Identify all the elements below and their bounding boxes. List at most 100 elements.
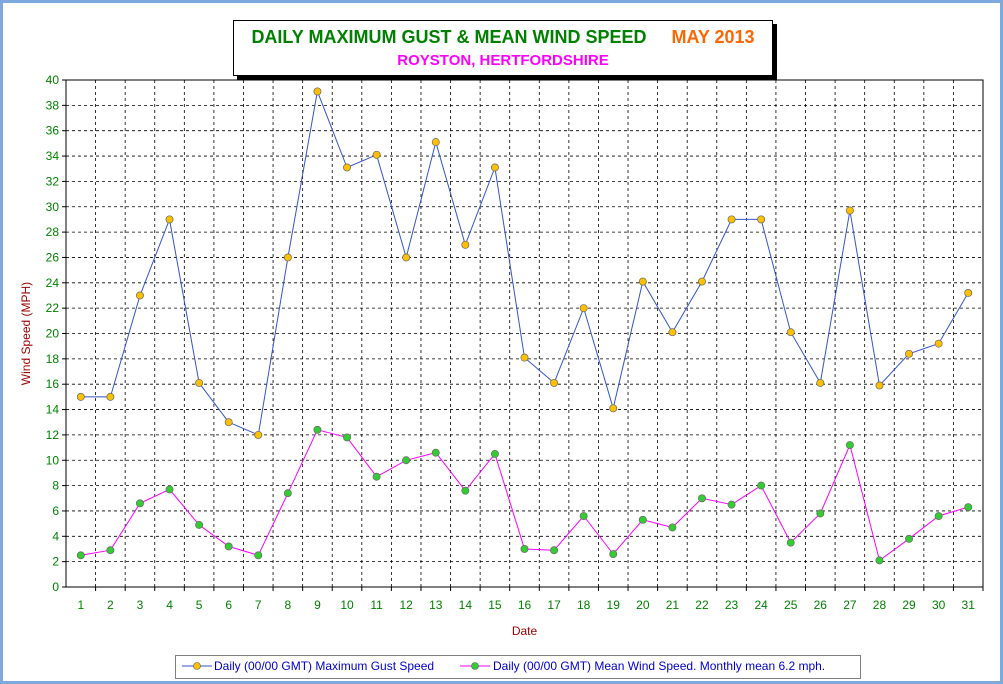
chart-title-line: DAILY MAXIMUM GUST & MEAN WIND SPEED MAY… bbox=[234, 27, 772, 48]
y-tick-label: 6 bbox=[52, 504, 59, 518]
gust-data-point bbox=[727, 215, 736, 224]
y-tick-label: 24 bbox=[46, 276, 60, 290]
gust-data-point bbox=[875, 381, 884, 390]
y-tick-label: 30 bbox=[46, 200, 60, 214]
mean-data-point bbox=[698, 494, 706, 503]
x-tick-label: 31 bbox=[962, 598, 976, 612]
x-tick-label: 5 bbox=[196, 598, 203, 612]
gust-data-point bbox=[816, 378, 825, 387]
y-tick-label: 38 bbox=[46, 98, 60, 112]
mean-data-point bbox=[402, 456, 411, 465]
y-axis-label: Wind Speed (MPH) bbox=[19, 282, 33, 385]
gust-data-point bbox=[786, 328, 795, 337]
gust-data-point bbox=[668, 328, 677, 337]
x-tick-label: 8 bbox=[285, 598, 292, 612]
legend-gust-label: Daily (00/00 GMT) Maximum Gust Speed bbox=[214, 659, 435, 673]
gust-data-point bbox=[964, 288, 973, 297]
legend-mean-swatch bbox=[460, 662, 490, 670]
mean-data-point bbox=[816, 509, 825, 518]
mean-data-point bbox=[845, 441, 854, 449]
x-tick-label: 1 bbox=[77, 598, 84, 612]
mean-data-point bbox=[727, 500, 736, 509]
gust-data-point bbox=[490, 163, 499, 172]
mean-data-point bbox=[579, 512, 588, 520]
gust-data-point bbox=[905, 349, 913, 358]
x-tick-label: 9 bbox=[314, 598, 321, 612]
chart-subtitle: ROYSTON, HERTFORDSHIRE bbox=[397, 52, 609, 69]
mean-data-point bbox=[609, 550, 618, 558]
y-tick-label: 20 bbox=[46, 327, 60, 341]
x-tick-label: 18 bbox=[577, 598, 591, 612]
gust-data-point bbox=[550, 378, 559, 387]
x-tick-label: 13 bbox=[429, 598, 443, 612]
y-tick-label: 8 bbox=[52, 479, 59, 493]
x-tick-label: 21 bbox=[666, 598, 680, 612]
x-tick-label: 28 bbox=[873, 598, 887, 612]
gust-data-point bbox=[757, 215, 766, 224]
y-tick-label: 2 bbox=[52, 555, 59, 569]
x-tick-label: 29 bbox=[902, 598, 916, 612]
gust-data-point bbox=[283, 253, 292, 262]
x-tick-label: 10 bbox=[340, 598, 354, 612]
y-tick-label: 28 bbox=[46, 225, 60, 239]
gust-data-point bbox=[313, 87, 322, 96]
x-tick-label: 23 bbox=[725, 598, 739, 612]
mean-data-point bbox=[165, 485, 174, 494]
mean-data-point bbox=[905, 534, 913, 543]
gust-data-point bbox=[845, 206, 854, 215]
mean-data-point bbox=[668, 523, 677, 532]
mean-data-point bbox=[313, 425, 322, 434]
gust-data-point bbox=[136, 291, 144, 300]
mean-data-point bbox=[431, 448, 440, 457]
legend-mean-label: Daily (00/00 GMT) Mean Wind Speed. Month… bbox=[493, 659, 826, 673]
y-tick-label: 22 bbox=[46, 301, 60, 315]
gust-data-point bbox=[343, 163, 351, 172]
gust-data-point bbox=[698, 277, 706, 286]
x-tick-label: 30 bbox=[932, 598, 946, 612]
gust-data-point bbox=[520, 353, 529, 362]
gust-data-point bbox=[372, 150, 381, 159]
gust-data-point bbox=[638, 277, 647, 286]
y-tick-label: 36 bbox=[46, 124, 60, 138]
mean-data-point bbox=[254, 551, 263, 560]
mean-data-point bbox=[550, 546, 559, 555]
x-tick-label: 22 bbox=[695, 598, 709, 612]
mean-data-point bbox=[757, 481, 766, 490]
gust-data-point bbox=[609, 404, 618, 413]
chart-title: DAILY MAXIMUM GUST & MEAN WIND SPEED bbox=[251, 27, 647, 47]
mean-data-point bbox=[490, 449, 499, 458]
mean-data-point bbox=[195, 520, 204, 529]
y-tick-label: 40 bbox=[46, 73, 60, 87]
gust-data-point bbox=[76, 392, 85, 401]
gust-data-point bbox=[195, 378, 204, 387]
gust-data-point bbox=[402, 253, 411, 262]
y-tick-label: 12 bbox=[46, 428, 60, 442]
x-tick-label: 25 bbox=[784, 598, 798, 612]
x-tick-label: 19 bbox=[607, 598, 621, 612]
y-tick-label: 34 bbox=[46, 149, 60, 163]
mean-data-point bbox=[638, 515, 647, 524]
y-tick-label: 18 bbox=[46, 352, 60, 366]
mean-data-point bbox=[224, 542, 233, 551]
mean-data-point bbox=[372, 472, 381, 481]
x-tick-label: 26 bbox=[814, 598, 828, 612]
title-box: DAILY MAXIMUM GUST & MEAN WIND SPEED MAY… bbox=[233, 20, 773, 76]
x-tick-label: 15 bbox=[488, 598, 502, 612]
mean-data-point bbox=[875, 556, 884, 565]
x-tick-label: 6 bbox=[225, 598, 232, 612]
mean-data-point bbox=[786, 538, 795, 547]
gust-data-point bbox=[579, 304, 588, 313]
mean-data-point bbox=[106, 546, 115, 555]
x-tick-label: 24 bbox=[754, 598, 768, 612]
x-axis-label: Date bbox=[512, 624, 538, 638]
gust-data-point bbox=[461, 240, 470, 249]
mean-data-point bbox=[136, 499, 144, 508]
x-tick-label: 4 bbox=[166, 598, 173, 612]
x-tick-label: 11 bbox=[370, 598, 383, 612]
x-tick-label: 12 bbox=[399, 598, 413, 612]
legend-gust-swatch bbox=[182, 662, 212, 670]
x-tick-label: 27 bbox=[843, 598, 857, 612]
mean-data-point bbox=[934, 512, 943, 520]
